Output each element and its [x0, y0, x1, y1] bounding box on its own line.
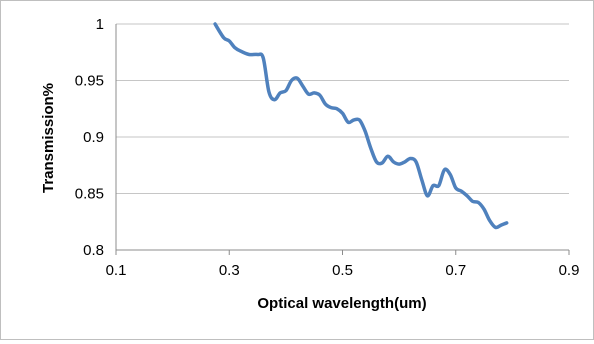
x-tick-label: 0.7 — [445, 262, 466, 279]
y-tick-label: 1 — [96, 16, 104, 33]
gridlines — [116, 23, 569, 194]
x-tick-label: 0.9 — [559, 262, 580, 279]
x-tick-label: 0.1 — [106, 262, 127, 279]
x-tick-label: 0.3 — [219, 262, 240, 279]
axes — [115, 24, 570, 255]
y-axis-title: Transmission% — [40, 83, 57, 193]
x-axis-title: Optical wavelength(um) — [257, 295, 426, 312]
series-line — [213, 22, 509, 230]
y-tick-label: 0.95 — [75, 73, 104, 90]
y-tick-label: 0.9 — [83, 129, 104, 146]
y-tick-label: 0.85 — [75, 186, 104, 203]
y-tick-label: 0.8 — [83, 242, 104, 259]
series-layer — [213, 22, 509, 230]
line-chart: 0.8 0.85 0.9 0.95 1 0.1 0.3 0.5 0.7 0.9 Optical w… — [40, 16, 580, 312]
x-tick-label: 0.5 — [332, 262, 353, 279]
tick-labels: 0.8 0.85 0.9 0.95 1 0.1 0.3 0.5 0.7 0.9 — [75, 16, 580, 279]
